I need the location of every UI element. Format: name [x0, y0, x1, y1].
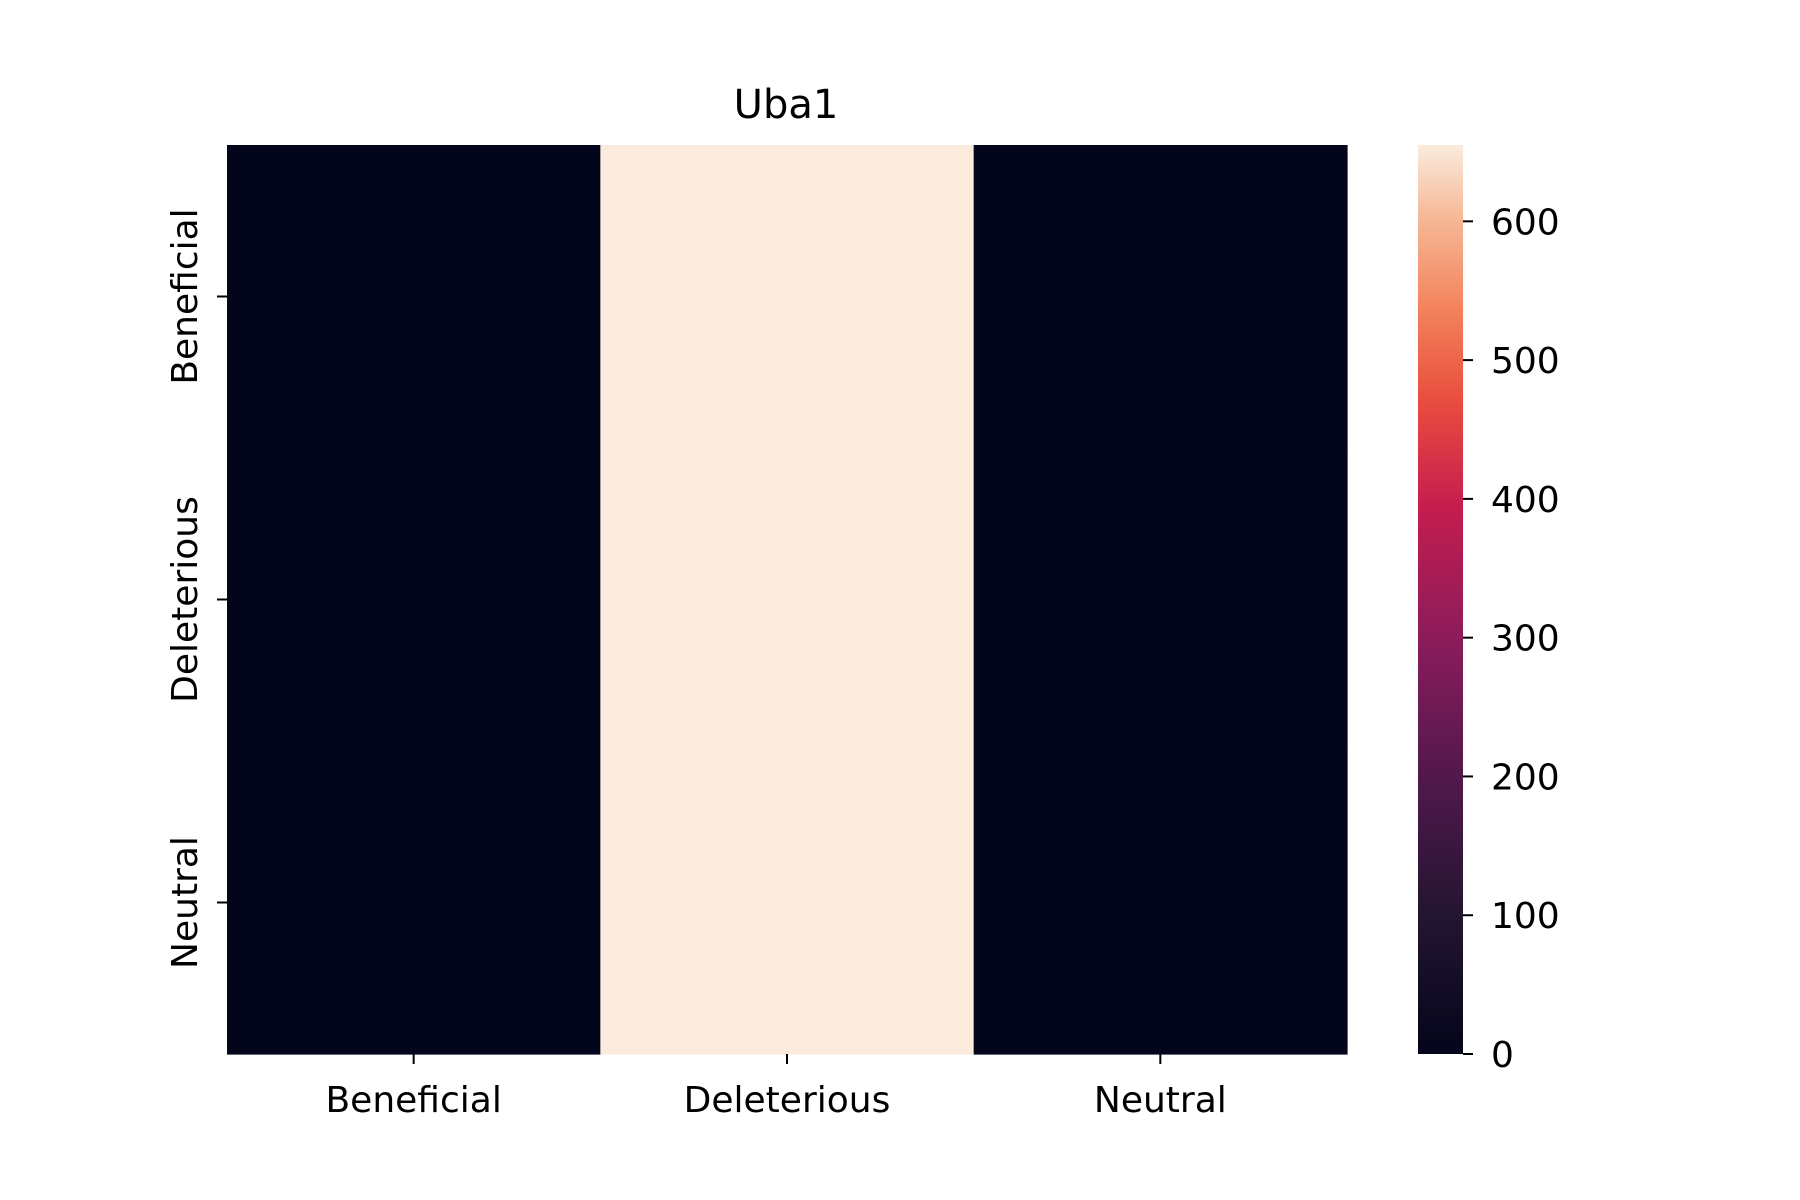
heatmap-cell: [227, 751, 601, 1055]
heatmap-cell: [600, 145, 975, 449]
colorbar-tick-label: 400: [1491, 480, 1560, 521]
heatmap-cell: [973, 751, 1348, 1055]
x-tick-label: Deleterious: [684, 1080, 891, 1121]
colorbar-tick-label: 0: [1491, 1035, 1514, 1076]
colorbar-tick-label: 200: [1491, 757, 1560, 798]
x-tick-label: Beneficial: [325, 1080, 501, 1121]
colorbar-tick-label: 500: [1491, 341, 1560, 382]
y-axis: Beneficial Deleterious Neutral: [165, 208, 227, 969]
colorbar-tick-label: 600: [1491, 202, 1560, 243]
heatmap-cell: [973, 145, 1348, 449]
colorbar-gradient: [1418, 145, 1463, 1054]
heatmap-cell: [600, 751, 975, 1055]
y-tick-label: Neutral: [165, 836, 206, 969]
heatmap-cell: [600, 448, 975, 752]
chart-title: Uba1: [734, 82, 839, 128]
heatmap-cells: [227, 145, 1348, 1055]
colorbar-tick-label: 300: [1491, 619, 1560, 660]
heatmap-cell: [227, 448, 601, 752]
colorbar-tick-label: 100: [1491, 896, 1560, 937]
x-tick-label: Neutral: [1094, 1080, 1227, 1121]
colorbar: 0 100 200 300 400 500 600: [1418, 145, 1560, 1076]
heatmap-cell: [973, 448, 1348, 752]
y-tick-label: Deleterious: [165, 496, 206, 703]
y-tick-label: Beneficial: [165, 208, 206, 384]
heatmap-cell: [227, 145, 601, 449]
x-axis: Beneficial Deleterious Neutral: [325, 1054, 1227, 1121]
